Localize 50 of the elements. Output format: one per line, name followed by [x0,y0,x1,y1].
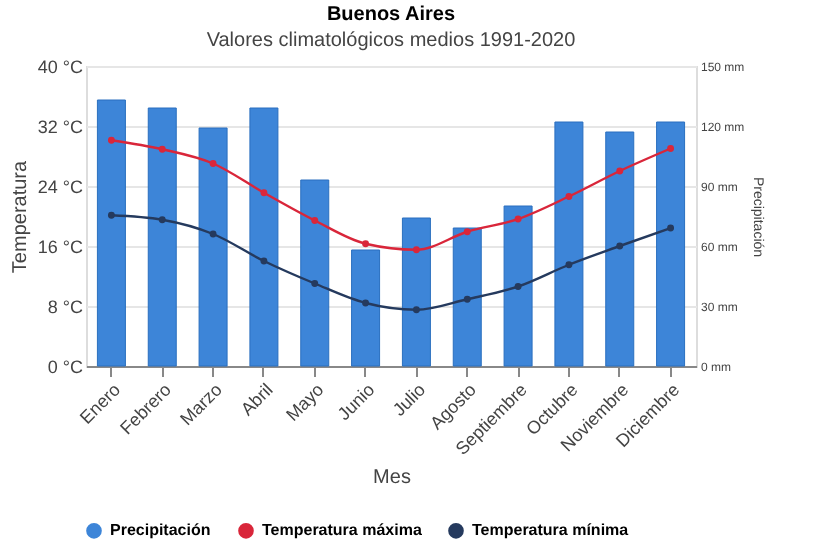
point [362,240,370,248]
bar [554,121,584,367]
bar [351,249,381,367]
chart-subtitle: Valores climatológicos medios 1991-2020 [206,30,577,52]
bar [198,127,228,367]
point [158,145,166,153]
y-tick-label: 16 °C [37,237,84,257]
point [463,295,471,303]
x-axis-title: Mes [373,466,411,489]
point [565,261,573,269]
point [616,167,624,175]
point [667,224,675,232]
legend-label: Precipitación [110,520,211,539]
bar [96,99,126,367]
point [311,280,319,287]
bar [401,217,431,367]
point [107,211,115,219]
point [209,230,217,238]
point [209,160,217,167]
bar [249,107,279,367]
bar [656,121,686,367]
y-tick-label: 24 °C [37,177,84,197]
point [616,242,624,250]
y-tick-label: 0 °C [47,357,84,377]
point [463,228,471,236]
point [260,257,268,265]
y-tick-label: 32 °C [37,117,84,137]
point [514,215,522,223]
point [107,136,115,144]
legend-label: Temperatura máxima [262,520,423,539]
legend-label: Temperatura mínima [472,520,630,539]
y-axis-title: Temperatura [9,159,32,274]
point [412,306,420,314]
point [514,283,522,290]
point [565,193,573,200]
point [311,217,319,224]
point [260,189,268,197]
chart-title: Buenos Aires [326,4,456,26]
bar [300,179,330,367]
y-tick-label: 8 °C [47,297,84,317]
bar [452,227,482,367]
point [412,246,420,254]
x-tick-label: Julio [388,379,430,420]
point [667,145,675,152]
bar [503,205,533,367]
point [362,299,370,307]
bar [147,107,177,367]
bar [605,131,635,367]
point [158,216,166,224]
y-tick-label: 40 °C [37,57,84,77]
